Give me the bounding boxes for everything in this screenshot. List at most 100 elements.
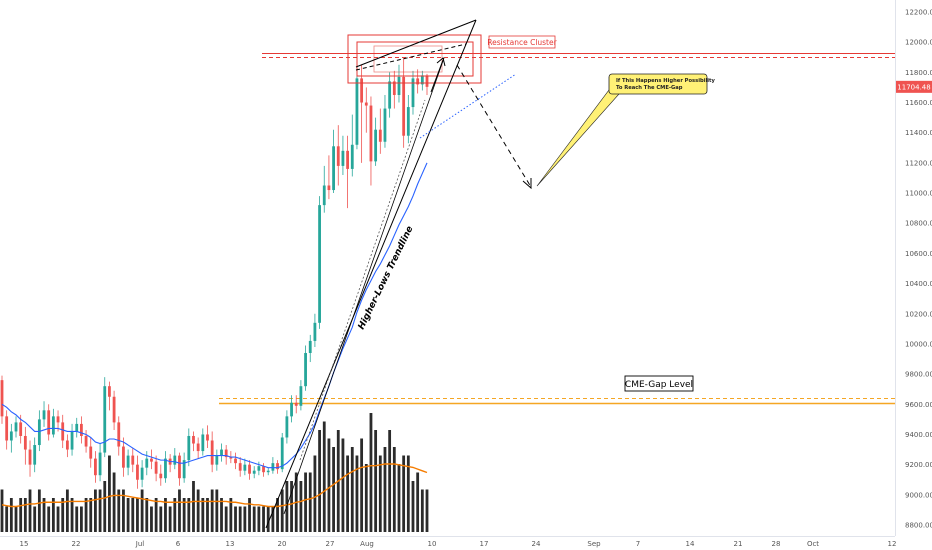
time-tick-label: 27	[326, 540, 335, 548]
volume-bar	[341, 438, 345, 532]
volume-bar	[94, 489, 97, 532]
projection-down-arrowhead	[522, 178, 532, 190]
candle-body	[294, 402, 298, 406]
candle-body	[19, 422, 23, 436]
volume-bar	[262, 506, 265, 532]
time-tick-label: 22	[72, 540, 81, 548]
volume-bar	[388, 430, 392, 532]
price-tick-label: 9600.00	[905, 401, 932, 409]
inner-trendline-dotted	[299, 99, 426, 461]
candle-body	[383, 108, 387, 142]
volume-moving-average	[1, 463, 428, 508]
candle-body	[210, 440, 214, 465]
callout-box	[608, 73, 708, 95]
candle-body	[23, 435, 27, 450]
candle-body	[51, 416, 55, 435]
candle-body	[201, 434, 205, 452]
volume-bar	[61, 498, 65, 532]
candle-body	[308, 340, 312, 353]
candle-body	[126, 455, 130, 468]
candle-body	[402, 76, 406, 136]
candle-body	[229, 457, 233, 459]
volume-bar	[378, 455, 382, 532]
volume-bar	[112, 472, 116, 532]
current-price-tag: 11704.48	[896, 80, 932, 93]
time-tick-label: 10	[428, 540, 437, 548]
volume-bar	[266, 506, 270, 532]
candle-body	[136, 464, 139, 480]
candle-body	[285, 416, 289, 438]
price-tick-label: 11000.00	[905, 190, 932, 198]
volume-bar	[37, 489, 41, 532]
callout-text-line1: If This Happens Higher Possibility	[616, 78, 716, 84]
candle-body	[0, 380, 4, 417]
volume-bar	[374, 430, 378, 532]
price-tick-label: 9800.00	[905, 371, 932, 379]
candle-body	[98, 452, 102, 476]
volume-bar	[117, 489, 121, 532]
volume-bar	[308, 472, 312, 532]
volume-bar	[276, 498, 279, 532]
cme-gap-label-box: CME-Gap Level	[624, 375, 694, 392]
time-tick-label: 6	[176, 540, 181, 548]
volume-bar	[47, 506, 51, 532]
volume-bar	[299, 481, 303, 532]
volume-bar	[182, 498, 186, 532]
candle-body	[94, 458, 97, 476]
price-tick-label: 9400.00	[905, 431, 932, 439]
volume-bar	[271, 506, 275, 532]
candle-body	[75, 423, 79, 432]
candle-body	[257, 466, 261, 471]
candle-body	[220, 449, 223, 456]
volume-bar	[290, 481, 293, 532]
price-tick-label: 8800.00	[905, 522, 932, 530]
candle-body	[411, 78, 415, 108]
volume-bar	[346, 455, 349, 532]
volume-bar	[122, 489, 125, 532]
volume-bar	[173, 498, 177, 532]
candle-body	[350, 144, 354, 169]
volume-bar	[416, 472, 420, 532]
volume-bar	[369, 413, 373, 532]
volume-bar	[14, 506, 18, 532]
volume-bar	[248, 498, 251, 532]
volume-bar	[23, 498, 27, 532]
volume-bar	[327, 438, 331, 532]
volume-bars	[0, 413, 429, 532]
volume-bar	[224, 506, 228, 532]
volume-bar	[140, 489, 144, 532]
volume-bar	[304, 472, 307, 532]
price-tick-label: 12200.00	[905, 9, 932, 17]
volume-bar	[70, 498, 74, 532]
volume-bar	[51, 498, 55, 532]
volume-bar	[168, 506, 172, 532]
candle-body	[196, 443, 200, 452]
candle-body	[164, 458, 167, 479]
candle-body	[187, 435, 191, 461]
callout: If This Happens Higher Possibility To Re…	[536, 73, 716, 187]
volume-bar	[159, 506, 163, 532]
moving-average-line	[1, 162, 428, 469]
candle-body	[173, 455, 177, 465]
volume-bar	[192, 481, 195, 532]
candle-body	[178, 455, 181, 479]
volume-bar	[229, 498, 233, 532]
volume-bar	[350, 447, 354, 532]
cme-gap-label: CME-Gap Level	[625, 380, 693, 390]
volume-bar	[89, 498, 93, 532]
price-axis[interactable]: 8800.00 9000.00 9200.00 9400.00 9600.00 9800.…	[905, 9, 932, 530]
volume-bar	[257, 506, 261, 532]
candle-body	[70, 431, 74, 450]
candle-body	[336, 146, 340, 166]
candle-body	[280, 437, 284, 470]
candle-body	[313, 322, 317, 341]
candle-body	[416, 78, 420, 85]
candle-body	[262, 466, 265, 473]
cme-gap-zone	[219, 398, 895, 405]
volume-bar	[280, 489, 284, 532]
current-price-value: 11704.48	[897, 83, 930, 91]
volume-bar	[234, 506, 237, 532]
volume-bar	[397, 464, 401, 532]
time-axis[interactable]: 15 22 Jul 6 13 20 27 Aug 10 17 24 Sep 7 14 21 28 Oct 12	[20, 540, 897, 548]
